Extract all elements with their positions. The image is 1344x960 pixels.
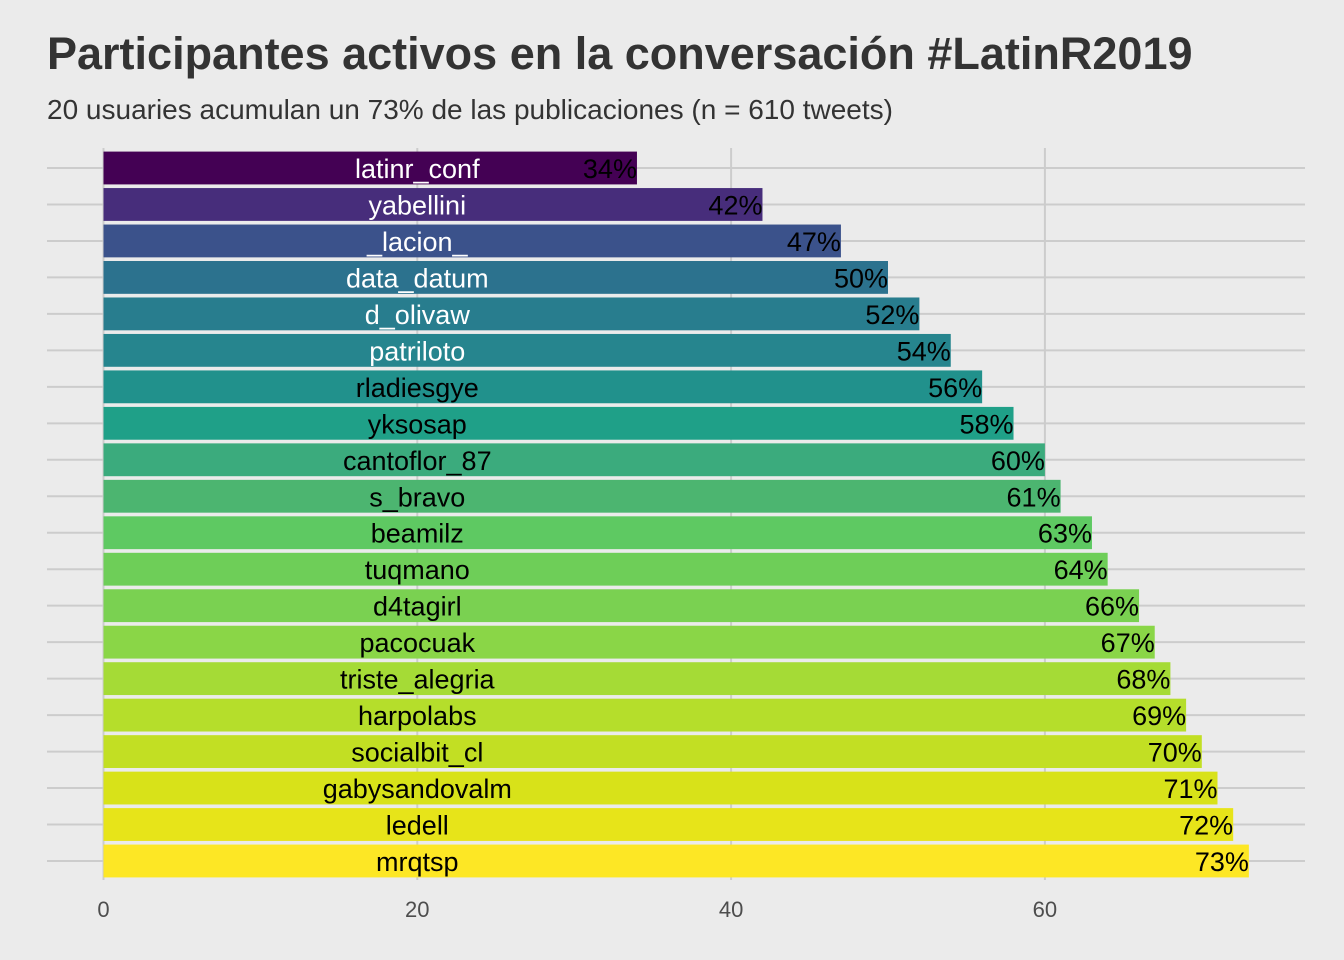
bar-name-label: mrqtsp (376, 847, 459, 877)
bar-beamilz (103, 516, 1092, 550)
labels-group: latinr_conf 34% yabellini 42% _lacion_ 47% dat… (323, 154, 1249, 877)
bar-harpolabs (103, 698, 1187, 732)
bar-name-label: gabysandovalm (323, 774, 512, 804)
grid-lines (47, 148, 1305, 880)
bar-yksosap (103, 406, 1014, 440)
bar-value-label: 47% (787, 227, 841, 257)
bar-value-label: 50% (834, 263, 888, 293)
bar-_lacion_ (103, 224, 841, 258)
bar-gabysandovalm (103, 771, 1218, 805)
bar-value-label: 58% (959, 409, 1013, 439)
bars-group (103, 151, 1249, 878)
bar-data_datum (103, 261, 888, 294)
bar-name-label: ledell (386, 811, 449, 841)
bar-value-label: 56% (928, 373, 982, 403)
bar-latinr_conf (103, 151, 637, 185)
bar-value-label: 34% (583, 154, 637, 184)
bar-value-label: 71% (1163, 774, 1217, 804)
bar-triste_alegria (103, 662, 1171, 696)
bar-tuqmano (103, 552, 1108, 586)
bar-ledell (103, 808, 1234, 841)
bar-socialbit_cl (103, 735, 1202, 768)
x-tick-label: 40 (719, 897, 743, 922)
bar-value-label: 70% (1148, 738, 1202, 768)
bar-d4tagirl (103, 589, 1140, 623)
bar-s_bravo (103, 479, 1061, 513)
chart-subtitle: 20 usuaries acumulan un 73% de las publi… (47, 94, 893, 125)
bar-name-label: patriloto (369, 336, 465, 366)
bar-name-label: latinr_conf (355, 154, 480, 184)
bar-name-label: data_datum (346, 263, 489, 293)
x-tick-label: 0 (97, 897, 109, 922)
bar-value-label: 72% (1179, 811, 1233, 841)
bar-yabellini (103, 188, 763, 221)
bar-value-label: 42% (708, 190, 762, 220)
x-tick-label: 60 (1033, 897, 1057, 922)
bar-rladiesgye (103, 370, 983, 404)
x-axis-ticks: 0 20 40 60 (97, 897, 1057, 922)
bar-name-label: s_bravo (369, 482, 465, 512)
bar-name-label: yabellini (369, 190, 467, 220)
bar-name-label: harpolabs (358, 701, 477, 731)
bar-value-label: 67% (1101, 628, 1155, 658)
bar-name-label: cantoflor_87 (343, 446, 492, 476)
bar-value-label: 52% (865, 300, 919, 330)
bar-name-label: yksosap (368, 409, 467, 439)
x-tick-label: 20 (405, 897, 429, 922)
bar-name-label: _lacion_ (366, 227, 469, 257)
bar-name-label: socialbit_cl (351, 738, 483, 768)
bar-value-label: 69% (1132, 701, 1186, 731)
bar-pacocuak (103, 625, 1155, 659)
bar-value-label: 66% (1085, 592, 1139, 622)
bar-name-label: triste_alegria (340, 665, 496, 695)
bar-value-label: 61% (1007, 482, 1061, 512)
bar-value-label: 60% (991, 446, 1045, 476)
bar-patriloto (103, 333, 951, 367)
bar-value-label: 68% (1116, 665, 1170, 695)
bar-value-label: 64% (1054, 555, 1108, 585)
bar-name-label: pacocuak (360, 628, 476, 658)
bar-name-label: rladiesgye (356, 373, 479, 403)
bar-name-label: d_olivaw (365, 300, 471, 330)
bar-value-label: 63% (1038, 519, 1092, 549)
bar-mrqtsp (103, 844, 1249, 878)
bar-d_olivaw (103, 297, 920, 331)
bar-name-label: beamilz (371, 519, 464, 549)
bar-cantoflor_87 (103, 443, 1045, 477)
bar-value-label: 54% (897, 336, 951, 366)
bar-value-label: 73% (1195, 847, 1249, 877)
bar-name-label: tuqmano (365, 555, 470, 585)
bar-name-label: d4tagirl (373, 592, 462, 622)
chart-title: Participantes activos en la conversación… (47, 28, 1193, 79)
